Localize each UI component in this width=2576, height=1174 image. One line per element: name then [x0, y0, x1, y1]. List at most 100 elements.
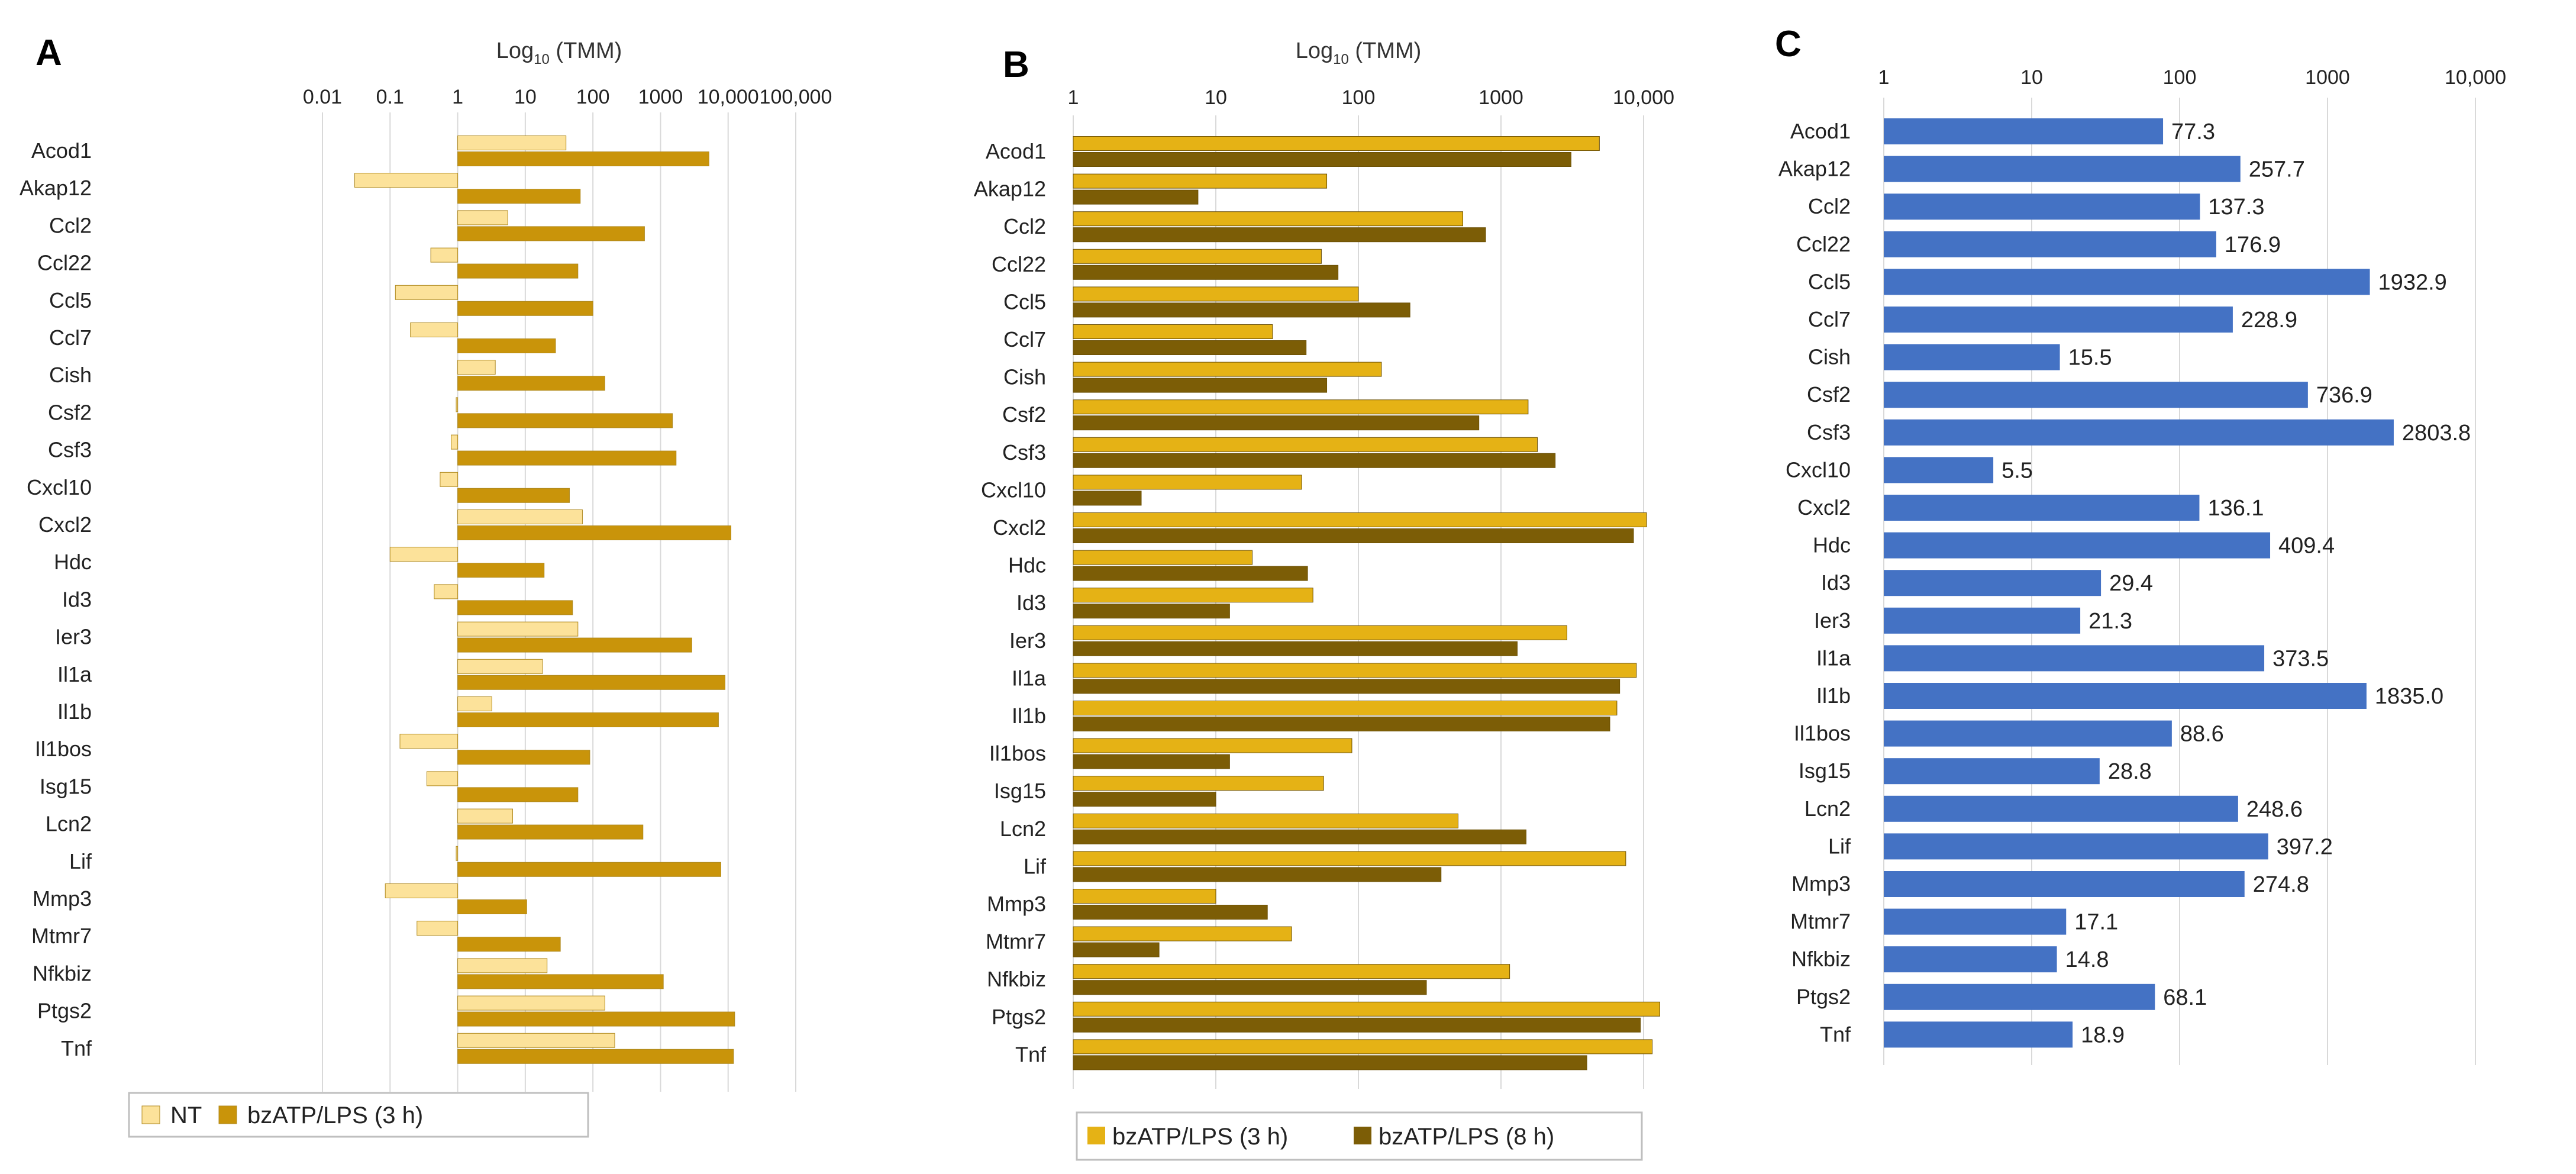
- bar: [457, 899, 527, 914]
- x-tick-label: 10: [514, 86, 537, 108]
- category-label: Lif: [1024, 854, 1047, 878]
- x-tick-label: 100: [2163, 66, 2197, 89]
- bar: [457, 637, 692, 653]
- data-label: 77.3: [2171, 120, 2215, 144]
- x-tick-label: 10: [2020, 66, 2043, 89]
- bar: [1073, 980, 1427, 995]
- bar: [457, 1049, 734, 1064]
- category-label: Nfkbiz: [33, 961, 92, 985]
- bar: [1884, 382, 2308, 408]
- category-label: Ccl22: [37, 251, 92, 275]
- category-label: Hdc: [54, 550, 92, 574]
- bar: [1073, 813, 1458, 828]
- category-label: Il1a: [57, 662, 92, 686]
- legend-label: bzATP/LPS (8 h): [1379, 1124, 1554, 1150]
- bar: [1073, 136, 1600, 151]
- panel-c-chart: C 1 10 100 1000 10,000 77.3 257.7 137.3 176.9 1932…: [1775, 24, 2506, 1065]
- bar: [457, 937, 561, 952]
- bar: [1073, 776, 1324, 791]
- bar: [1073, 588, 1313, 603]
- data-label: 14.8: [2065, 947, 2109, 972]
- x-tick-label: 1000: [2305, 66, 2350, 89]
- legend-swatch: [141, 1105, 160, 1124]
- category-label: Hdc: [1813, 533, 1851, 557]
- bar: [1884, 193, 2200, 220]
- category-label: Csf2: [1807, 382, 1851, 407]
- bar: [1073, 942, 1160, 957]
- category-label: Il1bos: [1794, 721, 1851, 746]
- bar: [457, 750, 590, 765]
- panel-letter-a: A: [35, 33, 62, 73]
- legend-swatch: [1354, 1127, 1371, 1144]
- bar: [354, 173, 459, 188]
- bar: [457, 360, 496, 375]
- panel-letter-c: C: [1775, 24, 1802, 64]
- category-label: Ccl5: [49, 288, 92, 312]
- bar: [1073, 512, 1647, 527]
- bar: [1073, 362, 1382, 377]
- x-tick-label: 100,000: [760, 86, 832, 108]
- category-label: Csf3: [1002, 440, 1046, 465]
- bar: [457, 995, 605, 1011]
- data-label: 274.8: [2253, 872, 2309, 897]
- bar: [457, 413, 673, 428]
- category-label: Il1a: [1012, 666, 1047, 690]
- category-label: Ccl22: [992, 252, 1046, 276]
- bar: [1073, 641, 1518, 656]
- bar: [457, 675, 725, 690]
- bar: [1884, 946, 2057, 973]
- bar: [1073, 211, 1464, 227]
- x-tick-label: 1000: [1479, 86, 1523, 109]
- bar: [1073, 475, 1302, 490]
- bar: [457, 376, 605, 391]
- bar: [1884, 795, 2238, 822]
- legend-swatch: [1087, 1127, 1105, 1144]
- bar: [1073, 679, 1621, 694]
- bar: [1073, 340, 1307, 355]
- bar: [1884, 720, 2172, 747]
- category-label: Isg15: [40, 774, 92, 798]
- bar: [457, 1011, 735, 1027]
- legend-label: bzATP/LPS (3 h): [247, 1102, 423, 1128]
- bar: [457, 659, 543, 674]
- bar: [1884, 683, 2367, 709]
- bar: [1073, 528, 1634, 543]
- bar: [1073, 249, 1322, 264]
- x-tick-label: 1: [452, 86, 463, 108]
- bar: [457, 824, 644, 840]
- category-label: Il1bos: [35, 737, 92, 761]
- category-label: Id3: [62, 587, 92, 611]
- data-label: 17.1: [2074, 910, 2118, 935]
- category-label: Ptgs2: [1796, 985, 1851, 1009]
- category-label: Ier3: [1009, 628, 1046, 653]
- bar: [1884, 532, 2271, 559]
- bar: [1073, 717, 1610, 731]
- bar: [1073, 437, 1538, 452]
- category-label: Csf2: [48, 400, 92, 424]
- bar: [1073, 701, 1618, 715]
- category-label: Mmp3: [1791, 872, 1851, 896]
- category-label: Ccl7: [49, 325, 92, 350]
- category-label: Il1b: [57, 699, 92, 724]
- bar: [1073, 491, 1142, 506]
- bar: [1884, 908, 2067, 935]
- bar: [1884, 871, 2245, 897]
- bar: [457, 862, 721, 877]
- category-label: Id3: [1821, 570, 1851, 595]
- bar: [1073, 152, 1571, 167]
- category-label: Tnf: [1015, 1042, 1047, 1066]
- bar: [457, 151, 709, 166]
- x-tick-label: 0.1: [376, 86, 404, 108]
- legend-label: NT: [170, 1102, 202, 1128]
- bar: [1073, 851, 1626, 866]
- data-label: 257.7: [2249, 157, 2305, 182]
- category-label: Ier3: [55, 625, 92, 649]
- bar: [399, 734, 459, 749]
- x-tick-label: 100: [1342, 86, 1376, 109]
- bar: [457, 509, 583, 524]
- data-label: 28.8: [2108, 759, 2152, 784]
- bar: [457, 621, 579, 637]
- category-label: Cish: [49, 363, 92, 387]
- bar: [1073, 1001, 1660, 1017]
- bar: [1884, 156, 2241, 182]
